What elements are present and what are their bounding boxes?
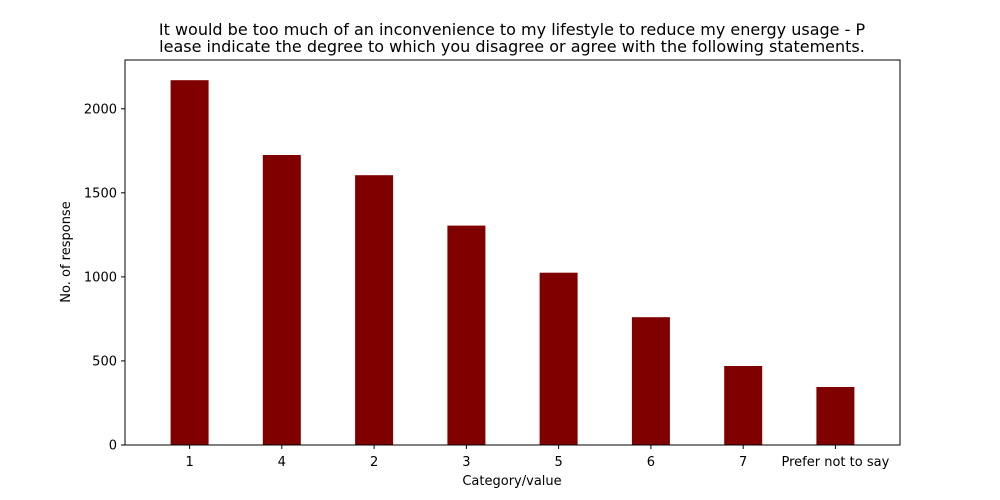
x-tick-label: 2 xyxy=(370,455,378,470)
y-tick-label: 0 xyxy=(109,439,117,454)
y-tick-label: 1000 xyxy=(84,270,117,285)
x-tick-label: 1 xyxy=(185,455,193,470)
plot-frame xyxy=(124,59,901,446)
bar-2 xyxy=(355,175,394,445)
x-tick-label: 6 xyxy=(647,455,655,470)
x-tick-label: 3 xyxy=(462,455,470,470)
bar-1 xyxy=(170,80,209,445)
bar-4 xyxy=(262,155,301,445)
y-axis-label: No. of response xyxy=(59,201,74,302)
x-axis-label: Category/value xyxy=(462,474,561,489)
bars-group xyxy=(170,80,855,445)
x-tick-label: 5 xyxy=(554,455,562,470)
x-axis-ticks: 1 4 2 3 5 6 7 Prefer not to say xyxy=(185,445,890,470)
bar-prefer-not-to-say xyxy=(816,387,855,445)
y-tick-label: 2000 xyxy=(84,102,117,117)
x-tick-label: 4 xyxy=(278,455,286,470)
y-tick-label: 1500 xyxy=(84,186,117,201)
chart-title: It would be too much of an inconvenience… xyxy=(159,20,866,56)
chart-title-line-2: lease indicate the degree to which you d… xyxy=(159,37,865,56)
chart-title-line-1: It would be too much of an inconvenience… xyxy=(159,20,866,39)
bar-6 xyxy=(631,317,670,445)
x-tick-label: 7 xyxy=(739,455,747,470)
x-tick-label: Prefer not to say xyxy=(782,455,890,470)
bar-5 xyxy=(539,272,578,445)
bar-3 xyxy=(447,225,486,445)
y-axis-ticks: 0 500 1000 1500 2000 xyxy=(84,102,125,454)
bar-7 xyxy=(724,366,763,445)
y-tick-label: 500 xyxy=(92,354,117,369)
